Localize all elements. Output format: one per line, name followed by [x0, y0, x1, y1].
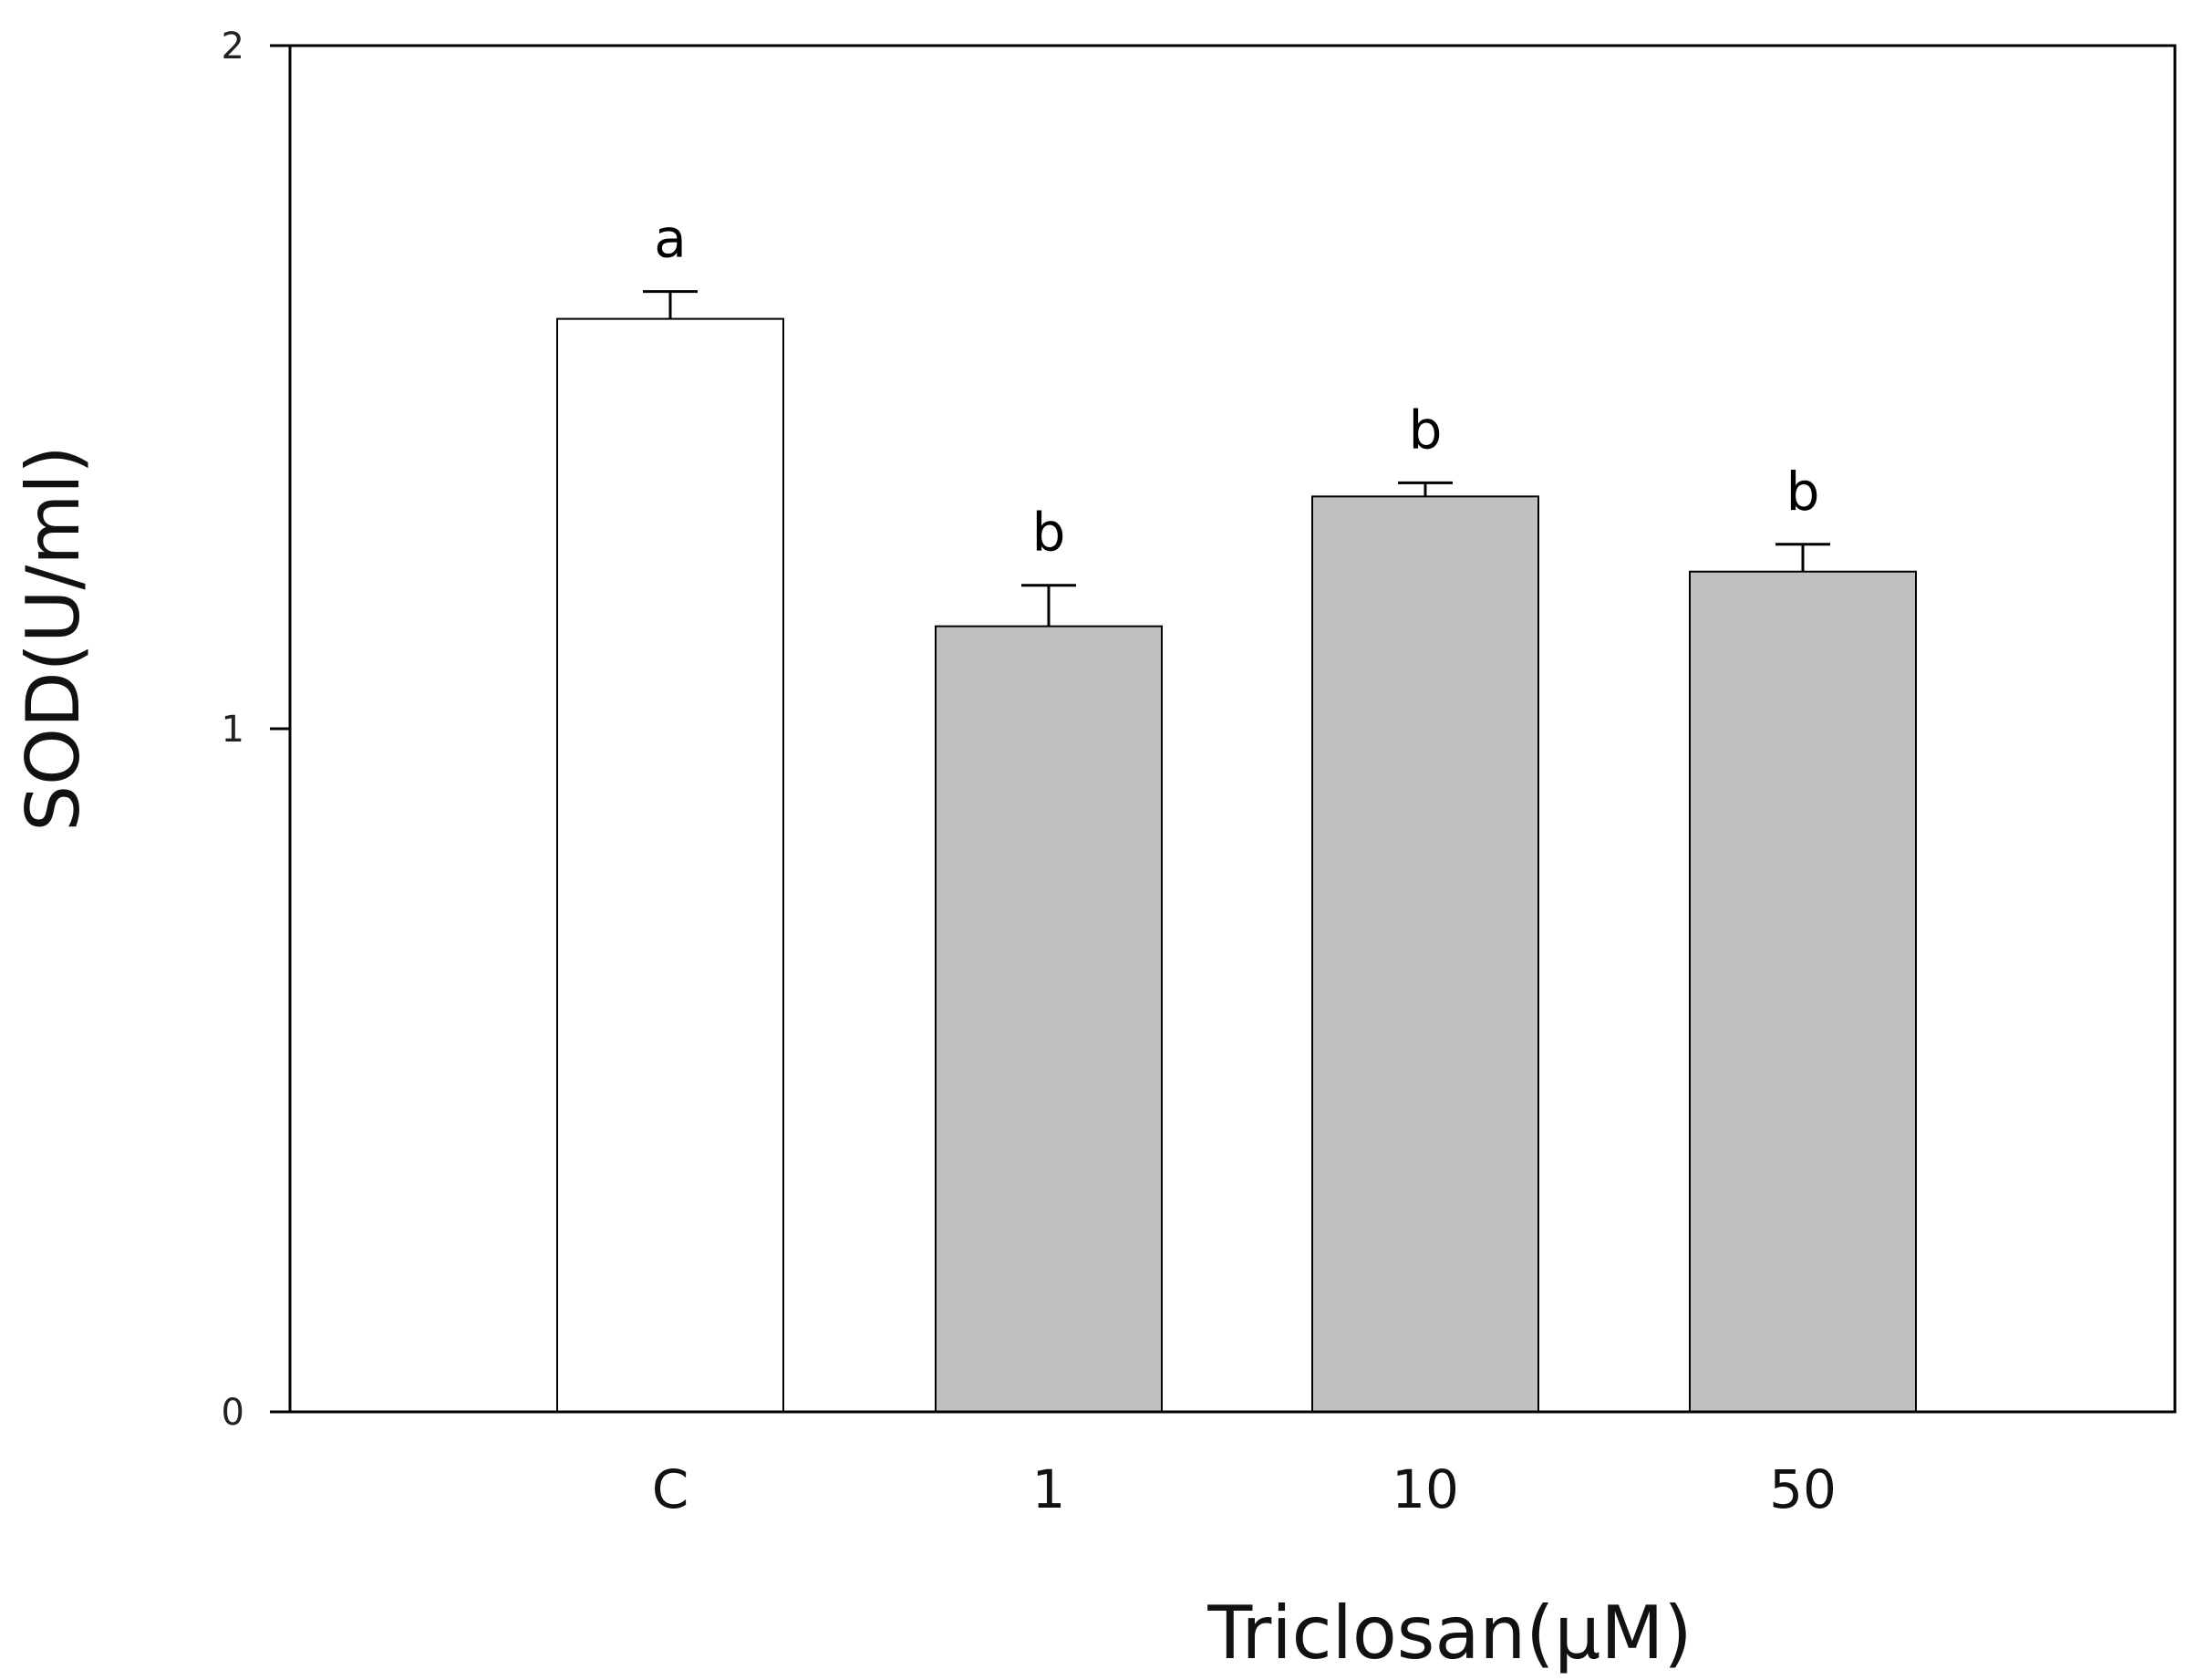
bar-50 [1689, 570, 1917, 1413]
significance-label-C: a [654, 208, 687, 270]
x-axis-title: Triclosan(μM) [1206, 1591, 1692, 1675]
y-tick-label-1: 1 [222, 709, 244, 751]
significance-label-10: b [1409, 399, 1443, 461]
y-tick-label-2: 2 [222, 26, 244, 67]
x-tick-label-10: 10 [1392, 1458, 1459, 1520]
error-bar-C [643, 290, 698, 319]
bars-layer [556, 317, 1917, 1414]
labels-layer: a Cb 1 b 10 b 50 [652, 208, 1837, 1520]
bar-10 [1311, 495, 1539, 1413]
significance-label-50: b [1786, 461, 1820, 523]
error-bar-50 [1775, 543, 1830, 572]
x-tick-label-C: C [652, 1458, 689, 1520]
x-tick-label-50: 50 [1769, 1458, 1837, 1520]
bar-1 [935, 625, 1163, 1413]
error-bars-layer [643, 290, 1830, 627]
y-tick-label-0: 0 [222, 1392, 244, 1434]
y-axis-title: SOD(U/ml) [11, 445, 96, 831]
y-ticks-layer: 0 1 2 [222, 26, 290, 1434]
error-bar-10 [1398, 481, 1453, 497]
x-tick-label-1: 1 [1032, 1458, 1066, 1520]
bar-C [556, 317, 784, 1414]
significance-label-1: b [1032, 502, 1066, 564]
error-bar-1 [1021, 584, 1076, 627]
